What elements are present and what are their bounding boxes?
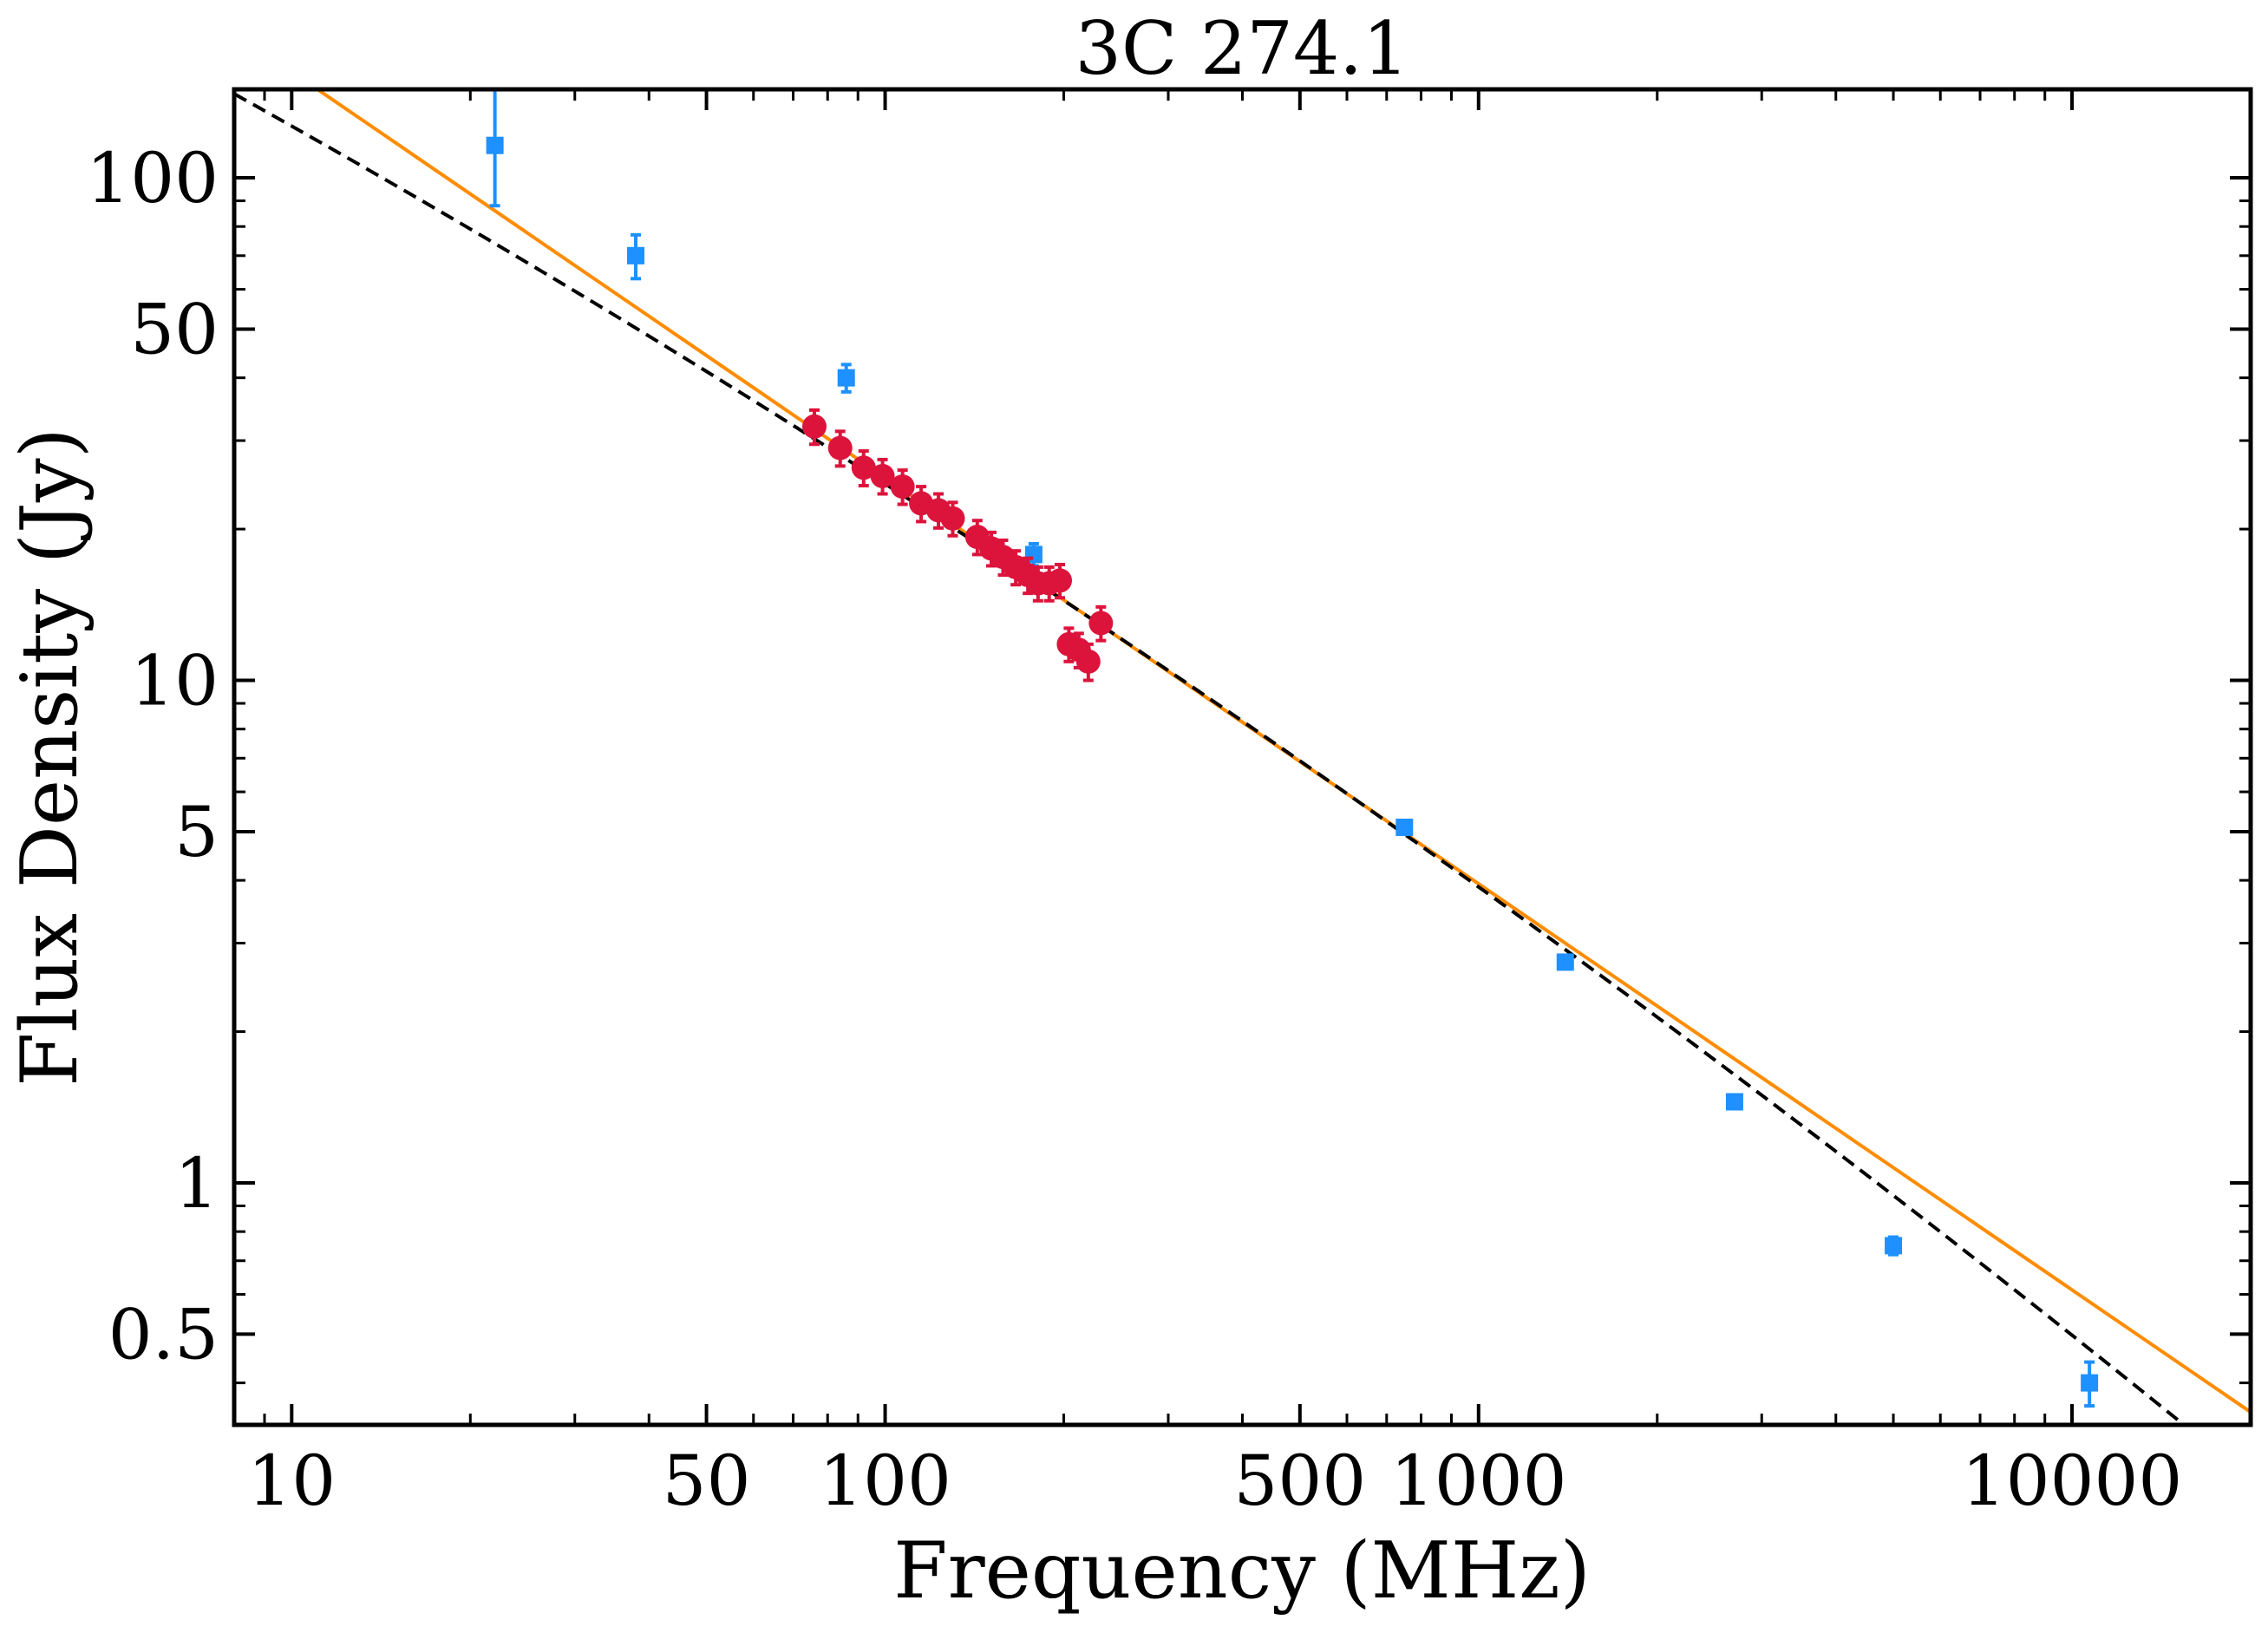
x-axis-title: Frequency (MHz) [893,1525,1591,1617]
lowfreq-point-7 [940,500,965,538]
lowfreq-point-1 [827,429,853,468]
literature-point-7 [1885,1235,1903,1257]
literature-marker [627,246,645,265]
lowfreq-point-19 [1088,604,1114,643]
literature-point-2 [837,363,855,394]
lowfreq-marker [827,435,853,461]
y-tick-label: 50 [130,289,219,369]
plot-frame [232,87,2253,1427]
lowfreq-marker [940,506,965,531]
x-tick-label: 1000 [1390,1440,1567,1521]
lowfreq-marker [1075,649,1101,674]
literature-point-6 [1725,1093,1743,1111]
model-curves [234,89,2251,1425]
y-tick-label: 5 [174,792,219,872]
x-tick-label: 10 [247,1440,336,1521]
chart-title: 3C 274.1 [1075,6,1409,91]
lowfreq-marker [870,463,895,488]
lowfreq-marker [851,455,876,480]
y-tick-label: 1 [174,1143,219,1224]
y-tick-label: 100 [86,138,219,219]
literature-marker [486,136,504,154]
literature-point-5 [1556,953,1574,971]
x-tick-label: 500 [1233,1440,1366,1521]
lowfreq-marker [1088,611,1114,636]
x-tick-label: 100 [819,1440,951,1521]
x-tick-label: 50 [663,1440,751,1521]
literature-marker [1885,1237,1903,1255]
lowfreq-marker [890,474,915,500]
axis-ticks [232,89,2252,1425]
lowfreq-point-15 [1048,562,1073,600]
lowfreq-point-4 [890,468,915,506]
data-points [486,88,2099,1408]
lowfreq-point-2 [851,449,876,488]
literature-point-8 [2081,1360,2099,1408]
literature-marker [1725,1093,1743,1111]
x-tick-label: 10000 [1962,1440,2183,1521]
lowfreq-point-3 [870,457,895,496]
literature-marker [1556,953,1574,971]
literature-marker [2081,1374,2099,1392]
literature-point-0 [486,88,504,208]
lowfreq-point-0 [801,408,827,447]
tick-labels: 10 50 100 500 1000 10000 0.5 1 5 10 50 100 [86,138,2182,1521]
curved-model-line [234,92,2187,1425]
powerlaw-model-line [314,89,2251,1414]
literature-marker [1395,818,1414,836]
literature-point-1 [627,232,645,281]
y-axis-title: Flux Density (Jy) [4,428,95,1087]
literature-point-4 [1395,818,1414,836]
literature-marker [837,369,855,387]
lowfreq-point-18 [1075,642,1101,683]
y-tick-label: 10 [130,641,219,722]
lowfreq-marker [1048,568,1073,593]
y-tick-label: 0.5 [108,1294,219,1375]
lowfreq-marker [801,414,827,439]
